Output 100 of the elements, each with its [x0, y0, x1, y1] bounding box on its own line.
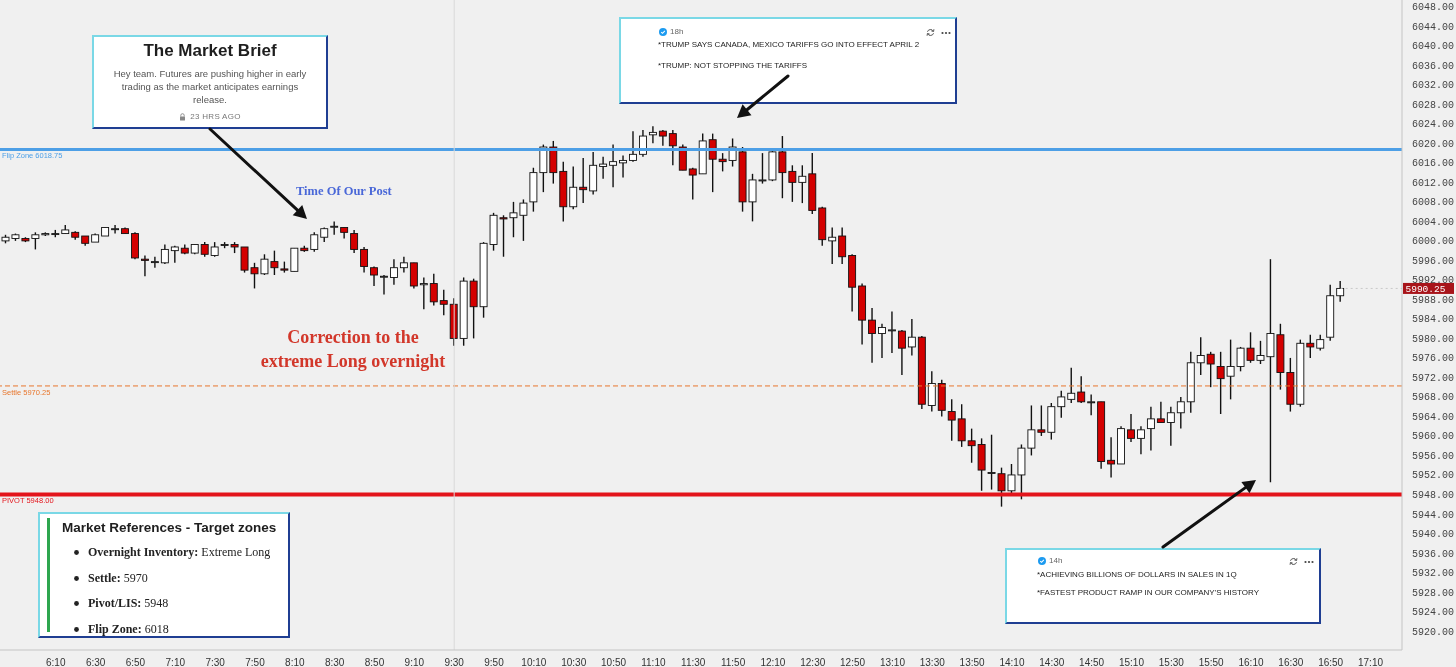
x-tick-label: 8:50 [364, 657, 385, 667]
y-tick-label: 5924.00 [1412, 607, 1455, 619]
y-tick-label: 6040.00 [1412, 41, 1455, 53]
y-tick-label: 5964.00 [1412, 411, 1455, 423]
annotation: 23 HRS AGO [190, 112, 241, 121]
candlestick [1077, 375, 1086, 404]
x-tick-label: 16:10 [1238, 657, 1264, 667]
candlestick [609, 143, 618, 188]
candlestick [878, 323, 886, 359]
y-tick-label: 6036.00 [1412, 60, 1455, 72]
x-tick-label: 9:30 [444, 657, 465, 667]
candlestick [429, 273, 438, 307]
x-tick-label: 6:30 [85, 657, 106, 667]
x-tick-label: 10:30 [561, 657, 587, 667]
candlestick [1137, 425, 1145, 455]
y-tick-label: 5972.00 [1412, 372, 1455, 384]
annotation: Correction to the extreme Long overnight [259, 326, 447, 373]
candlestick [170, 245, 179, 264]
candlestick [380, 274, 388, 296]
y-tick-label: 5984.00 [1412, 314, 1455, 326]
candlestick [648, 125, 657, 145]
candlestick [1087, 393, 1096, 416]
candlestick [1057, 390, 1066, 419]
candlestick [439, 288, 448, 316]
y-tick-label: 6008.00 [1412, 197, 1455, 209]
candlestick [897, 329, 906, 376]
x-tick-label: 12:10 [760, 657, 786, 667]
x-tick-label: 15:30 [1158, 657, 1185, 667]
candlestick [888, 310, 896, 354]
x-tick-label: 14:30 [1039, 657, 1065, 667]
x-tick-label: 9:50 [484, 657, 505, 667]
y-tick-label: 6000.00 [1412, 236, 1455, 248]
x-tick-label: 10:10 [521, 657, 547, 667]
x-tick-label: 15:10 [1118, 657, 1145, 667]
candlestick [599, 156, 608, 180]
y-tick-label: 5968.00 [1412, 392, 1455, 404]
annotation: *ACHIEVING BILLIONS OF DOLLARS IN SALES IN 1Q [1037, 570, 1237, 579]
candlestick [141, 254, 149, 277]
y-tick-label: 5996.00 [1412, 255, 1455, 267]
x-tick-label: 7:10 [165, 657, 186, 667]
candlestick [838, 226, 847, 265]
y-tick-label: 5920.00 [1412, 626, 1455, 638]
annotation: Overnight Inventory: Extreme Long [88, 545, 271, 560]
y-tick-label: 5960.00 [1412, 431, 1455, 443]
x-tick-label: 12:50 [840, 657, 866, 667]
y-tick-label: 5944.00 [1412, 509, 1455, 521]
candlestick [1306, 334, 1315, 359]
x-tick-label: 7:30 [205, 657, 226, 667]
candlestick [310, 231, 319, 253]
annotation: *TRUMP SAYS CANADA, MEXICO TARIFFS GO INTO EFFECT APRIL 2 [658, 40, 920, 49]
x-tick-label: 17:10 [1358, 657, 1384, 667]
candlestick [1336, 280, 1345, 303]
y-tick-label: 5980.00 [1412, 333, 1455, 345]
y-tick-label: 5956.00 [1412, 450, 1455, 462]
y-tick-label: 5940.00 [1412, 529, 1455, 541]
candlestick [688, 167, 697, 201]
candlestick [409, 262, 418, 290]
candlestick [828, 226, 837, 265]
candlestick [668, 129, 677, 166]
y-tick-label: 6012.00 [1412, 177, 1455, 189]
x-tick-label: 6:10 [46, 657, 66, 667]
x-tick-label: 16:30 [1278, 657, 1304, 667]
candlestick [330, 220, 339, 236]
candlestick [360, 246, 369, 274]
x-tick-label: 9:10 [404, 657, 425, 667]
y-tick-label: 6020.00 [1412, 138, 1455, 150]
candlestick [1156, 401, 1165, 424]
candlestick [350, 229, 359, 254]
x-tick-label: 11:50 [720, 657, 746, 667]
candlestick [111, 224, 120, 235]
annotation: Hey team. Futures are pushing higher in early trading as the market anticipates earnings release. [112, 67, 308, 106]
annotation: Market References - Target zones [62, 520, 277, 535]
annotation: Pivot/LIS: 5948 [88, 596, 169, 611]
x-tick-label: 14:50 [1079, 657, 1105, 667]
candlestick [868, 307, 876, 364]
post-card: 18h *TRUMP SAYS CANADA, MEXICO TARIFFS GO INTO EFFECT APRIL 2 *TRUMP: NOT STOPPING THE TARIFFS [619, 17, 957, 104]
annotation: *TRUMP: NOT STOPPING THE TARIFFS [658, 61, 808, 70]
candlestick [1206, 351, 1215, 388]
candlestick [907, 318, 916, 357]
x-tick-label: 13:30 [919, 657, 946, 667]
x-tick-label: 14:10 [999, 657, 1025, 667]
candlestick [629, 130, 637, 163]
annotation: 18h [670, 27, 684, 36]
x-tick-label: 13:50 [959, 657, 986, 667]
x-tick-label: 11:30 [681, 657, 706, 667]
x-tick-label: 6:50 [125, 657, 146, 667]
x-tick-label: 8:30 [324, 657, 345, 667]
y-tick-label: 6032.00 [1412, 80, 1455, 92]
annotation: Settle: 5970 [88, 570, 148, 586]
candlestick [1127, 413, 1135, 443]
candlestick [1196, 336, 1205, 376]
candlestick [399, 256, 408, 274]
candlestick [1107, 436, 1116, 479]
candlestick [150, 256, 159, 269]
x-tick-label: 16:50 [1318, 657, 1344, 667]
y-tick-label: 6048.00 [1412, 2, 1455, 14]
candlestick [1146, 405, 1155, 452]
y-tick-label: 5928.00 [1412, 587, 1455, 599]
y-tick-label: 5932.00 [1412, 568, 1455, 580]
x-tick-label: 13:10 [879, 657, 906, 667]
